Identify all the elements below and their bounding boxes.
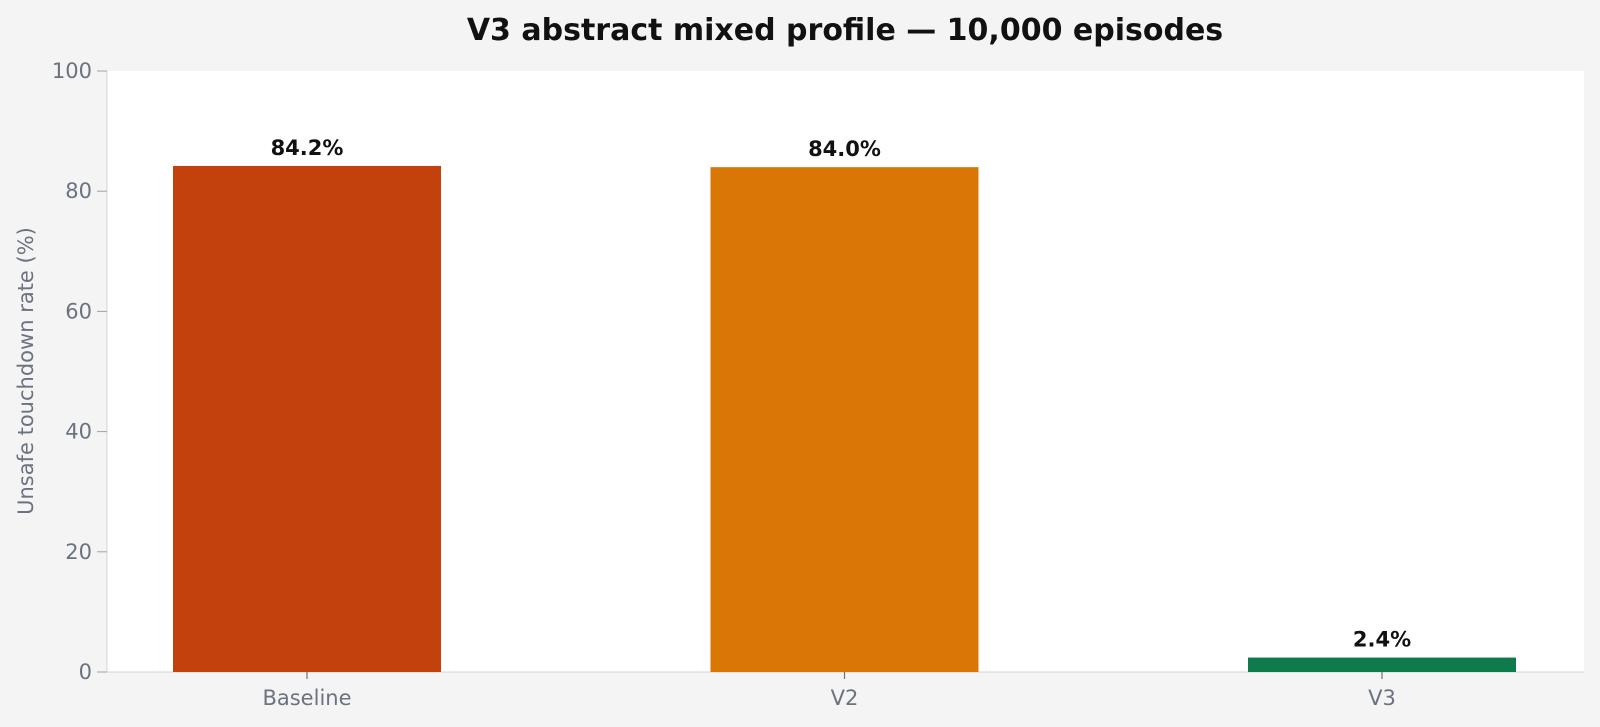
y-axis-ticks: 0 20 40 60 80 100 — [52, 59, 107, 684]
bar — [710, 167, 979, 672]
x-axis-ticks: Baseline V2 V3 — [262, 672, 1396, 710]
bar — [173, 165, 441, 672]
y-tick-label: 60 — [65, 299, 92, 323]
bar-value-label: 84.0% — [808, 137, 881, 161]
y-tick-label: 0 — [79, 660, 92, 684]
chart-title: V3 abstract mixed profile — 10,000 episo… — [467, 13, 1223, 48]
y-axis-label: Unsafe touchdown rate (%) — [14, 227, 38, 515]
y-tick-label: 40 — [65, 420, 92, 444]
x-tick-label: Baseline — [262, 686, 351, 710]
y-tick-label: 80 — [65, 179, 92, 203]
y-tick-label: 20 — [65, 540, 92, 564]
x-tick-label: V3 — [1368, 686, 1396, 710]
bars: 84.2% 84.0% 2.4% — [173, 136, 1516, 672]
bar-value-label: 2.4% — [1353, 628, 1411, 652]
y-tick-label: 100 — [52, 59, 92, 83]
x-tick-label: V2 — [831, 686, 859, 710]
bar — [1248, 657, 1516, 672]
bar-value-label: 84.2% — [271, 136, 344, 160]
